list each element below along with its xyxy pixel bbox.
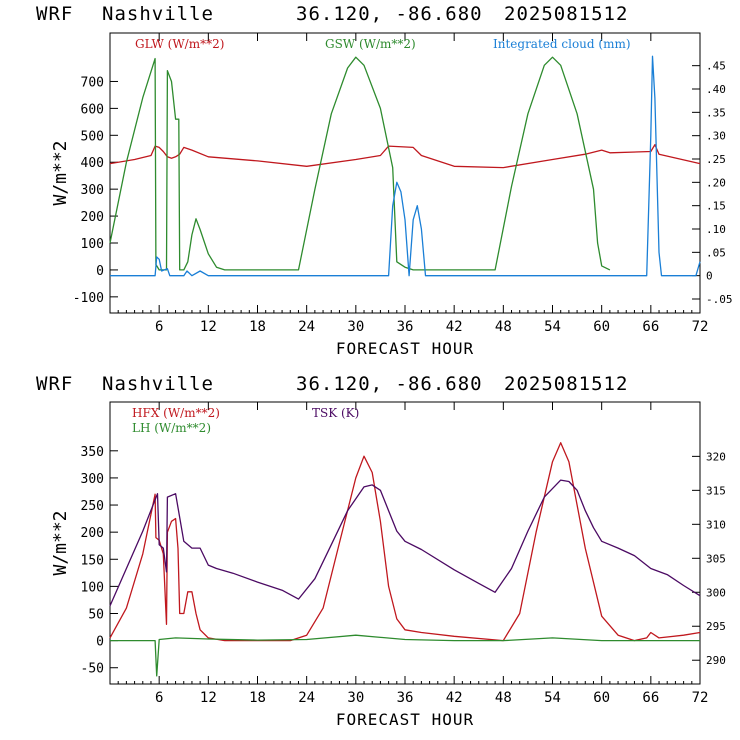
chart2-y-tick-label: 150	[81, 553, 104, 568]
chart1-y-tick-label: 0	[96, 264, 104, 279]
chart2-x-tick-label: 60	[593, 690, 610, 706]
chart1-y2-tick-label: .10	[706, 223, 726, 236]
chart1-x-tick-label: 12	[200, 319, 217, 335]
chart2-x-axis-title: FORECAST HOUR	[336, 710, 474, 729]
chart2-y2-tick-label: 320	[706, 450, 726, 463]
chart2-y2-tick-label: 290	[706, 654, 726, 667]
chart2-coords-label: 36.120, -86.680	[296, 373, 483, 395]
chart1-legend-label-3: Integrated cloud (mm)	[493, 37, 631, 51]
chart2-y-tick-label: 0	[96, 635, 104, 650]
chart2-x-tick-label: 18	[249, 690, 266, 706]
chart1-x-tick-label: 54	[544, 319, 561, 335]
chart2-y-tick-label: 250	[81, 499, 104, 514]
chart1-y-axis-title: W/m**2	[50, 140, 71, 205]
chart1-x-tick-label: 6	[155, 319, 163, 335]
chart2-series-line-3	[109, 479, 701, 607]
chart2-legend-label-1: HFX (W/m**2)	[132, 406, 220, 420]
chart2-y-tick-label: 350	[81, 445, 104, 460]
chart1-y2-tick-label: 0	[706, 270, 713, 283]
chart2-y2-tick-label: 295	[706, 620, 726, 633]
chart1-y2-tick-label: .15	[706, 200, 726, 213]
chart2-heat-flux-plot: 6 12 18 24 30 36 42 48 54 60 66 72 -50 0 50 100 150 200 25…	[50, 401, 726, 729]
chart1-legend-label-1: GLW (W/m**2)	[135, 37, 224, 51]
chart2-legend-label-3: TSK (K)	[312, 406, 359, 420]
chart1-y2-tick-label: .45	[706, 60, 726, 73]
chart1-y2-tick-label: .40	[706, 83, 726, 96]
chart2-x-tick-label: 54	[544, 690, 561, 706]
chart1-y2-tick-label: .25	[706, 153, 726, 166]
chart1-y2-tick-label: -.05	[706, 293, 733, 306]
chart2-x-tick-label: 48	[495, 690, 512, 706]
chart1-radiation-plot: 6 12 18 24 30 36 42 48 54 60 66 72 -100 0 100 200 300 400…	[50, 32, 733, 358]
chart1-x-tick-label: 72	[692, 319, 709, 335]
chart1-x-tick-label: 24	[298, 319, 315, 335]
chart2-station-label: Nashville	[102, 373, 214, 395]
chart1-series-line-2	[109, 56, 611, 271]
chart1-x-tick-label: 36	[397, 319, 414, 335]
chart1-y-tick-label: 500	[81, 129, 104, 144]
chart2-date-label: 2025081512	[504, 373, 629, 395]
chart1-x-axis-title: FORECAST HOUR	[336, 339, 474, 358]
chart2-y-tick-label: 300	[81, 472, 104, 487]
chart1-x-tick-label: 60	[593, 319, 610, 335]
chart2-legend-label-2: LH (W/m**2)	[132, 421, 211, 435]
chart2-y2-tick-label: 305	[706, 552, 726, 565]
chart2-y-tick-label: 100	[81, 580, 104, 595]
chart2-y2-tick-label: 300	[706, 586, 726, 599]
chart1-y2-tick-label: .20	[706, 176, 726, 189]
chart1-y-tick-label: 600	[81, 102, 104, 117]
chart1-x-tick-label: 48	[495, 319, 512, 335]
chart1-legend-label-2: GSW (W/m**2)	[325, 37, 416, 51]
chart1-series-line-1	[109, 144, 701, 169]
chart1-x-tick-label: 42	[446, 319, 463, 335]
chart1-x-tick-label: 30	[347, 319, 364, 335]
chart2-y2-tick-label: 315	[706, 484, 726, 497]
chart1-y2-tick-label: .35	[706, 106, 726, 119]
chart2-series-line-2	[110, 634, 700, 677]
chart1-y2-tick-label: .05	[706, 246, 726, 259]
chart2-x-tick-label: 42	[446, 690, 463, 706]
chart2-model-label: WRF	[36, 373, 74, 395]
chart1-x-tick-label: 66	[642, 319, 659, 335]
chart1-model-label: WRF	[36, 3, 74, 25]
chart1-date-label: 2025081512	[504, 3, 629, 25]
chart2-y-tick-label: -50	[81, 662, 104, 677]
chart1-series-line-3	[110, 55, 701, 277]
chart2-x-tick-label: 30	[347, 690, 364, 706]
chart2-y-tick-label: 50	[88, 608, 104, 623]
chart1-y-tick-label: 700	[81, 75, 104, 90]
chart2-x-tick-label: 66	[642, 690, 659, 706]
chart1-x-tick-label: 18	[249, 319, 266, 335]
chart2-x-tick-label: 72	[692, 690, 709, 706]
chart2-y-axis-title: W/m**2	[50, 510, 71, 575]
chart2-y-tick-label: 200	[81, 526, 104, 541]
chart1-y-tick-label: 200	[81, 210, 104, 225]
chart2-y2-tick-label: 310	[706, 518, 726, 531]
chart1-y-tick-label: 400	[81, 156, 104, 171]
chart1-y2-tick-label: .30	[706, 130, 726, 143]
chart1-plot-frame	[109, 32, 701, 314]
chart2-plot-frame	[109, 401, 701, 685]
chart2-x-tick-label: 12	[200, 690, 217, 706]
chart1-station-label: Nashville	[102, 3, 214, 25]
chart2-x-tick-label: 6	[155, 690, 163, 706]
chart1-y-tick-label: 300	[81, 183, 104, 198]
chart1-y-tick-label: 100	[81, 237, 104, 252]
chart2-x-tick-label: 24	[298, 690, 315, 706]
chart2-x-tick-label: 36	[397, 690, 414, 706]
chart1-y-tick-label: -100	[73, 291, 104, 306]
chart1-coords-label: 36.120, -86.680	[296, 3, 483, 25]
